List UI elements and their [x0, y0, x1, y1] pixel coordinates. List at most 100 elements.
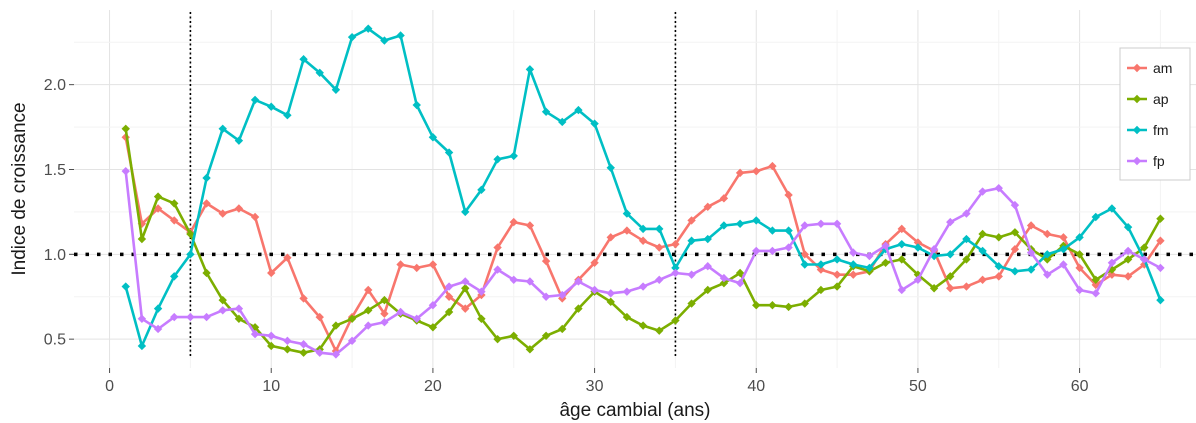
legend-label: fp: [1153, 153, 1165, 169]
data-point-fm: [929, 251, 939, 261]
data-point-fp: [347, 336, 357, 346]
grid-lines: [74, 10, 1196, 368]
data-point-fm: [638, 224, 648, 234]
legend-label: fm: [1153, 122, 1169, 138]
data-point-fp: [768, 246, 777, 256]
data-point-fm: [946, 250, 955, 259]
data-point-ap: [428, 323, 438, 332]
legend-item-ap: ap: [1127, 91, 1169, 107]
data-point-ap: [153, 192, 163, 201]
panel-background: [74, 10, 1196, 368]
data-point-fm: [816, 260, 826, 269]
data-point-am: [493, 243, 502, 252]
data-point-am: [218, 209, 227, 218]
x-tick-label: 30: [586, 378, 604, 395]
y-axis-title: Indice de croissance: [9, 102, 30, 275]
data-point-fm: [558, 117, 567, 127]
legend-item-fm: fm: [1127, 122, 1169, 138]
data-point-am: [1010, 245, 1020, 254]
data-point-fm: [380, 36, 389, 45]
data-point-fm: [509, 151, 518, 161]
data-point-fp: [299, 340, 308, 349]
data-point-am: [299, 294, 308, 303]
data-point-fm: [784, 226, 793, 235]
data-point-fp: [218, 306, 227, 315]
data-point-am: [946, 284, 955, 293]
data-point-ap: [299, 348, 308, 357]
data-point-fp: [170, 312, 179, 322]
y-tick-label: 1.0: [44, 247, 66, 264]
data-point-fm: [186, 250, 195, 259]
data-point-fm: [1026, 265, 1036, 274]
data-point-fp: [978, 187, 987, 196]
data-point-fp: [784, 243, 793, 252]
data-point-ap: [816, 285, 826, 295]
data-point-fm: [331, 85, 341, 94]
data-point-fm: [202, 173, 211, 183]
data-point-ap: [768, 301, 777, 310]
data-point-fp: [994, 183, 1003, 193]
data-point-am: [541, 256, 551, 266]
data-point-fm: [1010, 267, 1020, 276]
data-point-am: [428, 260, 438, 269]
data-point-fp: [832, 219, 842, 228]
x-tick-label: 40: [747, 378, 765, 395]
data-point-fp: [1026, 248, 1036, 257]
data-point-ap: [978, 229, 987, 239]
data-point-ap: [380, 295, 389, 305]
data-point-am: [735, 168, 745, 178]
data-point-fp: [202, 312, 211, 322]
data-point-fp: [267, 331, 276, 340]
data-point-ap: [881, 258, 890, 268]
data-point-fp: [1043, 270, 1052, 279]
data-point-am: [1107, 270, 1117, 279]
data-point-fp: [525, 277, 535, 286]
data-point-ap: [364, 306, 373, 315]
data-point-fp: [315, 348, 324, 357]
data-point-ap: [525, 345, 535, 354]
data-point-fp: [461, 277, 470, 286]
legend-key-marker: [1132, 125, 1142, 135]
data-point-fm: [428, 133, 438, 142]
data-point-ap: [493, 334, 502, 344]
data-point-fp: [752, 246, 761, 256]
data-point-am: [703, 202, 712, 212]
data-point-fm: [590, 119, 599, 128]
data-point-ap: [897, 255, 906, 264]
legend-label: ap: [1153, 91, 1169, 107]
data-point-fp: [1091, 289, 1100, 298]
data-point-am: [170, 216, 179, 225]
data-point-ap: [170, 199, 179, 208]
data-point-am: [962, 282, 971, 291]
data-point-fp: [121, 166, 130, 176]
legend-item-am: am: [1127, 60, 1172, 76]
data-point-am: [250, 212, 260, 222]
data-point-fp: [541, 292, 551, 301]
x-tick-label: 50: [909, 378, 927, 395]
data-point-fp: [881, 241, 890, 251]
x-axis-ticks: 0 10 20 30 40 50 60: [105, 368, 1089, 395]
data-point-ap: [218, 295, 227, 305]
data-point-fm: [832, 255, 842, 264]
data-point-am: [412, 263, 421, 273]
data-point-fp: [444, 282, 454, 291]
data-point-am: [1123, 272, 1133, 281]
data-point-fp: [364, 321, 373, 330]
data-point-am: [816, 265, 826, 274]
series-fm: [121, 24, 1165, 351]
data-point-ap: [946, 272, 955, 281]
data-point-fp: [946, 217, 955, 227]
x-tick-label: 10: [262, 378, 280, 395]
data-point-ap: [137, 234, 147, 244]
data-point-fm: [978, 246, 987, 256]
data-point-am: [800, 250, 809, 259]
data-point-fp: [962, 209, 971, 218]
y-axis-ticks: 0.5 1.0 1.5 2.0: [44, 77, 74, 349]
data-point-am: [1156, 236, 1165, 245]
data-point-fm: [396, 31, 405, 40]
data-point-ap: [719, 278, 729, 288]
data-point-fp: [638, 282, 648, 291]
data-point-ap: [444, 307, 454, 317]
data-point-fp: [1059, 260, 1068, 269]
